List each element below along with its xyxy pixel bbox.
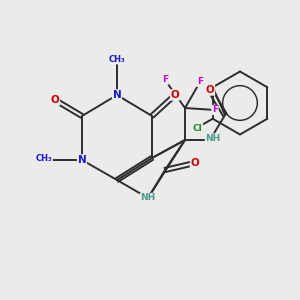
- Text: F: F: [162, 76, 168, 85]
- Text: O: O: [51, 95, 59, 105]
- Text: O: O: [171, 90, 179, 100]
- Text: O: O: [206, 85, 214, 95]
- Text: CH₃: CH₃: [36, 154, 52, 163]
- Text: CH₃: CH₃: [109, 55, 125, 64]
- Text: O: O: [190, 158, 200, 168]
- Text: N: N: [78, 155, 86, 165]
- Text: F: F: [197, 77, 203, 86]
- Text: Cl: Cl: [193, 124, 202, 133]
- Text: N: N: [112, 90, 122, 100]
- Text: NH: NH: [206, 134, 220, 143]
- Text: NH: NH: [140, 194, 156, 202]
- Text: F: F: [212, 106, 218, 115]
